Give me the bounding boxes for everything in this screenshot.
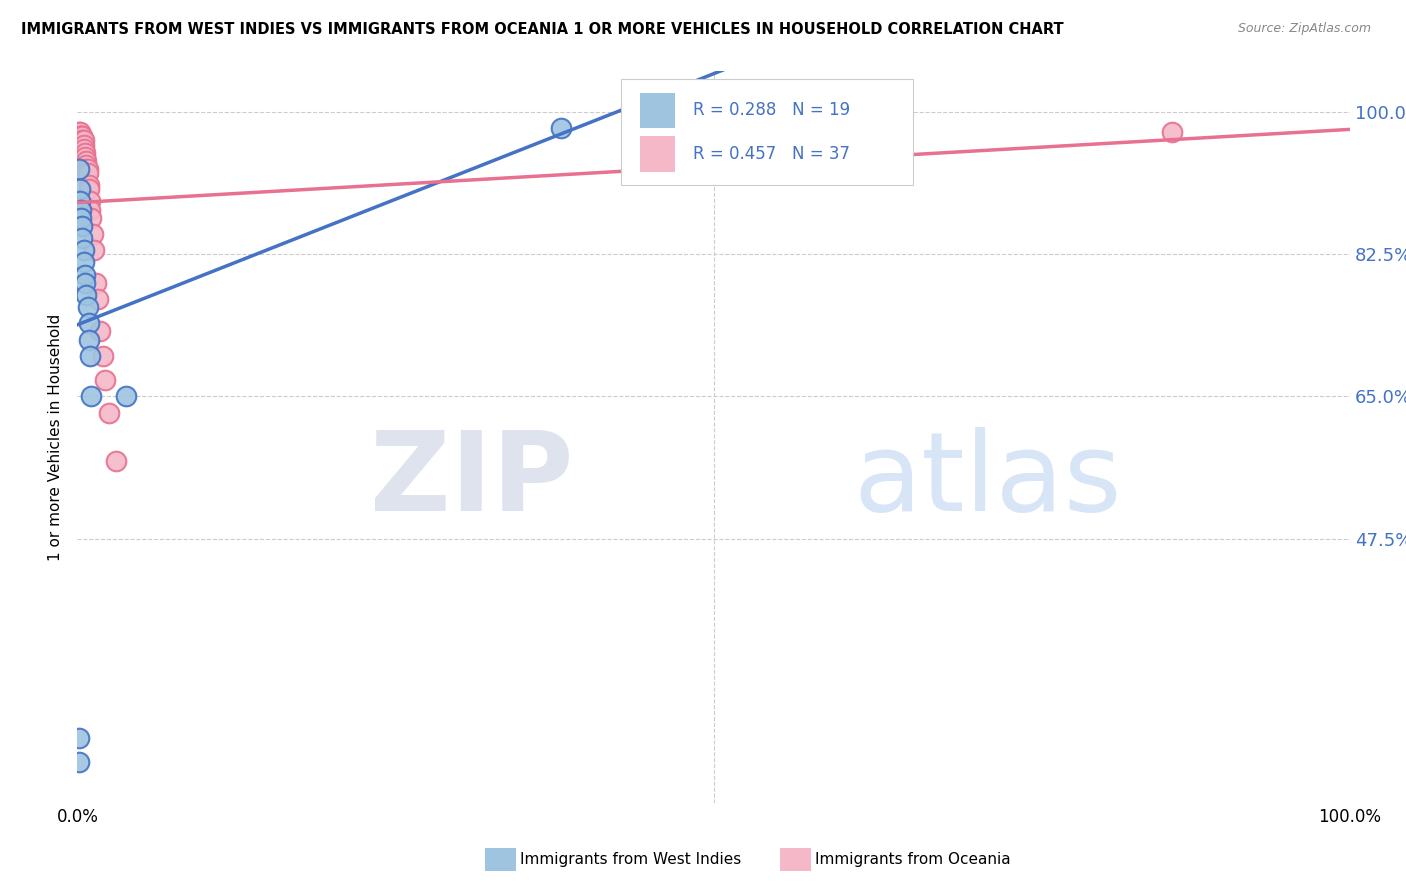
Point <box>80 389 103 403</box>
Point <box>77 182 100 196</box>
Point <box>72 137 94 152</box>
Text: R = 0.457   N = 37: R = 0.457 N = 37 <box>693 145 851 163</box>
Text: ZIP: ZIP <box>370 427 574 534</box>
Text: IMMIGRANTS FROM WEST INDIES VS IMMIGRANTS FROM OCEANIA 1 OR MORE VEHICLES IN HOU: IMMIGRANTS FROM WEST INDIES VS IMMIGRANT… <box>21 22 1064 37</box>
Point <box>75 161 97 176</box>
Text: Source: ZipAtlas.com: Source: ZipAtlas.com <box>1237 22 1371 36</box>
Point <box>86 276 108 290</box>
Point <box>67 755 90 769</box>
Point <box>1160 125 1182 139</box>
Point <box>73 145 96 160</box>
Point <box>72 129 94 144</box>
Point <box>73 255 96 269</box>
Y-axis label: 1 or more Vehicles in Household: 1 or more Vehicles in Household <box>48 313 63 561</box>
Point <box>75 288 97 302</box>
Text: Immigrants from Oceania: Immigrants from Oceania <box>815 853 1011 867</box>
Point <box>91 349 114 363</box>
Point <box>73 243 96 257</box>
FancyBboxPatch shape <box>640 136 675 171</box>
Point <box>73 276 96 290</box>
Point <box>76 300 98 314</box>
Point <box>69 125 91 139</box>
Point <box>72 219 94 233</box>
Point <box>76 166 98 180</box>
Point <box>83 243 105 257</box>
Point <box>72 231 94 245</box>
Point <box>73 150 96 164</box>
Point <box>80 211 103 225</box>
Text: Immigrants from West Indies: Immigrants from West Indies <box>520 853 741 867</box>
Point <box>67 161 90 176</box>
Point <box>79 349 101 363</box>
Point <box>69 182 91 196</box>
Point <box>79 194 101 209</box>
Point <box>73 133 96 147</box>
Point <box>70 133 93 147</box>
Point <box>70 129 93 144</box>
Point <box>73 142 96 156</box>
Point <box>69 129 91 144</box>
Point <box>73 268 96 282</box>
Point <box>73 137 96 152</box>
Point <box>70 211 93 225</box>
Point <box>82 227 104 241</box>
Point <box>67 133 90 147</box>
Text: R = 0.288   N = 19: R = 0.288 N = 19 <box>693 101 851 120</box>
Point <box>77 333 100 347</box>
Point <box>104 454 127 468</box>
Text: atlas: atlas <box>853 427 1122 534</box>
Point <box>77 178 100 193</box>
Point <box>855 125 877 139</box>
Point <box>114 389 136 403</box>
Point <box>67 731 90 745</box>
Point <box>70 129 93 144</box>
Point <box>75 153 97 168</box>
Point <box>67 129 90 144</box>
Point <box>89 325 111 339</box>
Point <box>69 194 91 209</box>
Point <box>76 161 98 176</box>
FancyBboxPatch shape <box>640 93 675 128</box>
Point <box>79 202 101 217</box>
Point <box>72 133 94 147</box>
Point <box>70 202 93 217</box>
Point <box>75 158 97 172</box>
Point <box>94 373 117 387</box>
Point <box>77 316 100 330</box>
Point <box>67 125 90 139</box>
FancyBboxPatch shape <box>620 78 914 185</box>
Point <box>86 292 108 306</box>
Point <box>98 406 121 420</box>
Point <box>550 121 572 136</box>
